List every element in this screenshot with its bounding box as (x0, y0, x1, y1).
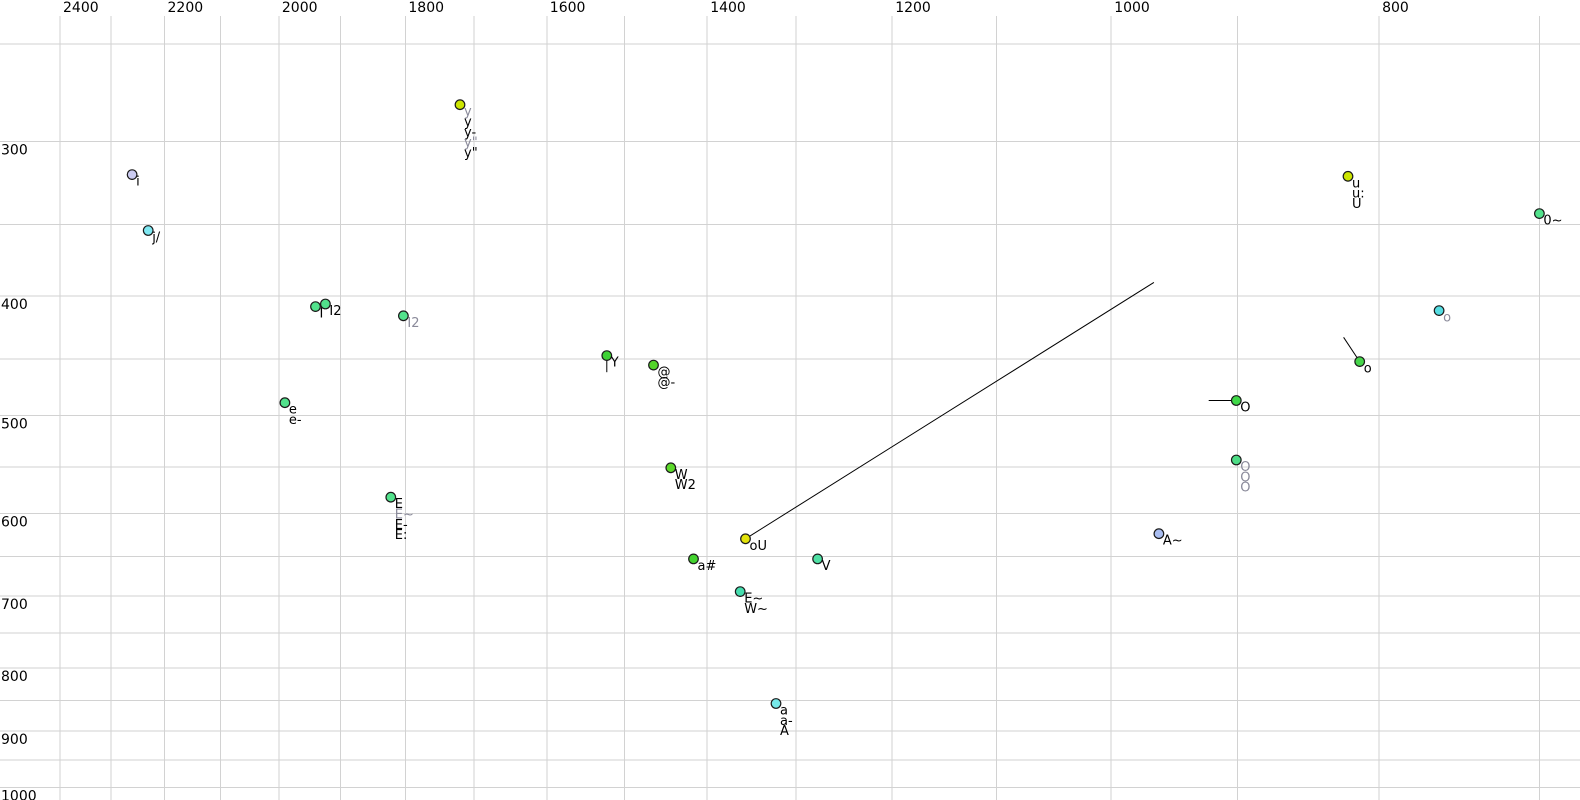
vowel-point-dot (1433, 305, 1445, 317)
x-tick-label: 2000 (282, 0, 318, 16)
vowel-point-label: a- (780, 714, 793, 729)
vowel-point-label: oU (750, 539, 767, 554)
y-tick-label: 600 (1, 515, 28, 531)
vowel-point-label: o (1364, 362, 1372, 377)
vowel-point-label: u (1352, 176, 1360, 191)
vowel-point-label: o (1443, 311, 1451, 326)
formant-vector-line (745, 281, 1155, 540)
vowel-point-dot (601, 350, 613, 362)
vowel-point-label: W (675, 468, 688, 483)
vowel-point-label: W~ (744, 602, 768, 617)
x-tick-label: 1800 (408, 0, 444, 16)
y-tick-label: 700 (1, 597, 28, 613)
y-tick-label: 900 (1, 732, 28, 748)
vowel-point-label: A (780, 724, 789, 739)
vowel-point-label: E- (395, 518, 408, 533)
y-tick-label: 800 (1, 669, 28, 685)
x-tick-label: 1000 (1114, 0, 1150, 16)
vowel-point-dot (665, 462, 677, 474)
vowel-point-label: E (395, 497, 403, 512)
vowel-point-dot (126, 169, 138, 181)
vowel-point-label: V (822, 559, 831, 574)
vowel-point-dot (648, 359, 659, 371)
vowel-point-dot (1533, 208, 1545, 220)
vowel-point-dot (740, 533, 751, 545)
vowel-point-label: u: (1352, 187, 1365, 202)
vowel-point-dot (688, 553, 699, 565)
vowel-point-label: E~ (395, 508, 414, 523)
x-tick-label: 1200 (895, 0, 931, 16)
vowel-point-label: U (1352, 197, 1362, 212)
y-tick-label: 500 (1, 417, 28, 433)
vowel-point-label: O (1240, 401, 1250, 416)
vowel-point-label: y- (464, 125, 476, 140)
x-tick-label: 1400 (710, 0, 746, 16)
vowel-point-dot (770, 698, 782, 709)
vowel-point-label: I (320, 307, 324, 322)
x-tick-label: 2200 (168, 0, 204, 16)
vowel-point-dot (279, 397, 291, 409)
vowel-point-dot (454, 99, 466, 111)
vowel-point-dot (398, 310, 409, 322)
vowel-point-dot (385, 491, 397, 503)
vowel-point-label: e (289, 403, 297, 418)
vowel-point-label: y" (464, 146, 478, 161)
vowel-point-label: O (1240, 460, 1250, 475)
vowel-point-label: y (464, 105, 472, 120)
vowel-point-dot (812, 553, 823, 565)
vowel-point-label: I2 (407, 316, 419, 331)
vowel-point-label: O (1240, 481, 1250, 496)
vowel-point-dot (1354, 356, 1366, 368)
vowel-point-label: j/ (151, 231, 161, 246)
vowel-point-label: E: (395, 528, 408, 543)
vowel-point-label: O (1240, 470, 1250, 485)
vowel-point-label: i (136, 175, 140, 190)
vowel-point-dot (320, 298, 331, 310)
vowel-point-label: I2 (329, 304, 341, 319)
vowel-point-label: @ (658, 365, 671, 380)
vowel-point-label: e- (289, 413, 302, 428)
vowel-point-label: @- (658, 375, 676, 390)
y-tick-label: 300 (1, 143, 28, 159)
vowel-point-label: Y (610, 356, 619, 371)
vowel-point-label: a (780, 704, 788, 719)
vowel-point-dot (142, 225, 154, 236)
vowel-point-label: y (464, 115, 472, 130)
y-tick-label: 1000 (1, 789, 37, 800)
vowel-point-label: W2 (675, 478, 696, 493)
x-tick-label: 2400 (63, 0, 99, 16)
y-tick-label: 400 (1, 297, 28, 313)
vowel-point-label: a# (698, 559, 717, 574)
vowel-point-label: A~ (1163, 534, 1183, 549)
vowel-point-dot (1342, 170, 1354, 182)
vowel-point-dot (310, 301, 321, 313)
vowel-point-label: E~ (744, 592, 763, 607)
x-tick-label: 1600 (550, 0, 586, 16)
vowel-point-dot (734, 586, 746, 597)
vowel-point-label: y" (464, 136, 478, 151)
vowel-point-label: 0~ (1543, 214, 1562, 229)
vowel-point-dot (1230, 454, 1242, 466)
vowel-point-dot (1153, 528, 1165, 540)
x-tick-label: 800 (1382, 0, 1409, 16)
vowel-point-dot (1230, 395, 1242, 406)
